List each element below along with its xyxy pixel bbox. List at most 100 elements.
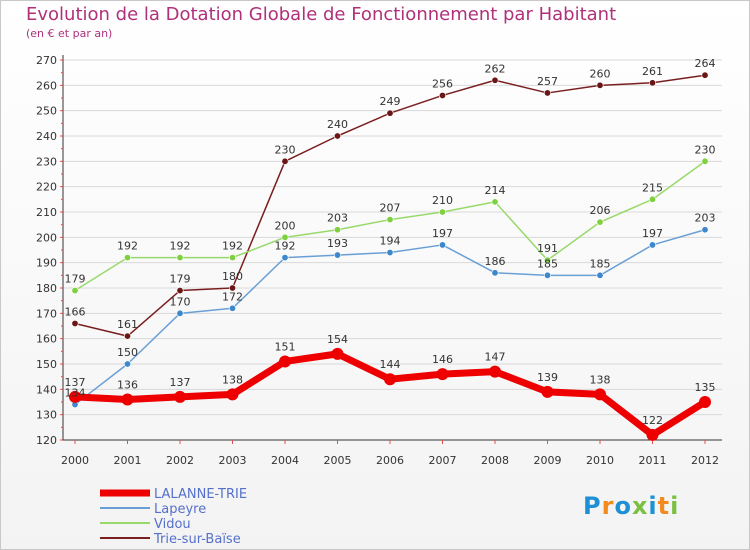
data-label-vidou: 192 [222,240,243,253]
data-label-lapeyre: 186 [485,255,506,268]
data-point-vidou [543,256,551,264]
data-label-lalanne-trie: 136 [117,378,138,391]
data-point-trie-sur-ba-se [124,332,132,340]
data-point-trie-sur-ba-se [438,91,446,99]
y-tick-label: 170 [36,307,57,320]
legend-label-lapeyre: Lapeyre [154,502,206,517]
data-label-lalanne-trie: 137 [65,376,86,389]
data-label-trie-sur-ba-se: 230 [275,143,296,156]
data-label-vidou: 230 [695,143,716,156]
data-label-vidou: 192 [117,240,138,253]
x-tick-label: 2002 [166,454,194,467]
data-label-vidou: 214 [485,184,506,197]
data-point-vidou [438,208,446,216]
data-point-lapeyre [701,226,709,234]
data-label-lapeyre: 203 [695,212,716,225]
x-tick-label: 2004 [271,454,299,467]
y-tick-label: 140 [36,383,57,396]
data-point-vidou [124,254,132,262]
data-label-lapeyre: 170 [170,295,191,308]
logo-letter: x [631,492,649,520]
legend-label-vidou: Vidou [154,517,191,532]
data-point-lalanne-trie [646,428,659,441]
data-point-vidou [386,216,394,224]
data-point-lalanne-trie [384,373,396,386]
y-tick-label: 160 [36,333,57,346]
data-point-lapeyre [386,249,394,257]
data-point-trie-sur-ba-se [701,71,709,79]
chart-subtitle: (en € et par an) [26,27,113,40]
data-label-vidou: 192 [170,240,191,253]
proxiti-logo: Proxiti [583,492,679,520]
data-label-vidou: 210 [432,194,453,207]
data-label-trie-sur-ba-se: 261 [642,65,663,78]
data-label-lapeyre: 193 [327,237,348,250]
logo-letter: i [648,492,658,520]
data-point-trie-sur-ba-se [543,89,551,97]
data-label-vidou: 203 [327,212,348,225]
data-point-lalanne-trie [699,396,711,408]
data-point-lapeyre [543,271,551,279]
data-point-lapeyre [438,241,446,249]
x-tick-label: 2000 [61,454,89,467]
data-label-vidou: 215 [642,181,663,194]
data-label-trie-sur-ba-se: 257 [537,75,558,88]
data-label-trie-sur-ba-se: 260 [590,67,611,80]
data-point-lalanne-trie [594,388,606,401]
data-label-lapeyre: 172 [222,290,243,303]
data-label-vidou: 200 [275,219,296,232]
data-label-lalanne-trie: 151 [275,340,296,353]
data-point-trie-sur-ba-se [386,109,394,117]
data-point-trie-sur-ba-se [333,132,341,140]
data-label-lalanne-trie: 122 [642,414,663,427]
y-tick-label: 200 [36,231,57,244]
data-label-lalanne-trie: 147 [485,351,506,364]
x-tick-label: 2006 [376,454,404,467]
y-tick-label: 220 [36,181,57,194]
data-label-lalanne-trie: 144 [380,358,401,371]
data-label-lapeyre: 134 [65,387,86,400]
logo-letter: r [601,492,615,520]
chart-title: Evolution de la Dotation Globale de Fonc… [26,4,617,25]
data-point-trie-sur-ba-se [648,79,656,87]
data-point-trie-sur-ba-se [596,81,604,89]
data-point-lapeyre [124,360,132,368]
y-tick-label: 250 [36,105,57,118]
data-label-trie-sur-ba-se: 249 [380,95,401,108]
data-label-trie-sur-ba-se: 166 [65,305,86,318]
data-label-trie-sur-ba-se: 264 [695,57,716,70]
data-point-lapeyre [281,254,289,262]
data-point-lapeyre [176,309,184,317]
data-label-lapeyre: 185 [537,257,558,270]
data-point-lalanne-trie [436,368,449,381]
data-label-trie-sur-ba-se: 256 [432,77,453,90]
logo-letter: P [583,492,602,520]
data-point-vidou [701,157,709,165]
data-label-lalanne-trie: 139 [537,371,558,384]
data-labels: 166 161 179 180 230 240 249 256 262 257 260 261 264 1… [65,57,716,427]
data-label-lapeyre: 192 [275,240,296,253]
legend-label-lalanne-trie: LALANNE-TRIE [154,487,247,502]
data-point-trie-sur-ba-se [491,76,499,84]
data-label-lalanne-trie: 138 [222,373,243,386]
data-point-vidou [229,254,237,262]
data-point-lalanne-trie [489,365,501,378]
data-point-lalanne-trie [541,385,554,398]
x-axis-ticks: 2000 2001 2002 2003 2004 2005 2006 2007 2008 2009… [61,440,719,467]
data-label-lapeyre: 194 [380,235,401,248]
data-point-lapeyre [648,241,656,249]
data-label-lalanne-trie: 138 [590,373,611,386]
logo-letter: t [657,492,671,520]
x-tick-label: 2007 [429,454,457,467]
data-point-lalanne-trie [331,347,344,360]
data-label-vidou: 191 [537,242,558,255]
data-point-trie-sur-ba-se [71,319,79,327]
data-label-lapeyre: 197 [642,227,663,240]
data-point-vidou [491,198,499,206]
data-point-lapeyre [333,251,341,259]
x-tick-label: 2003 [219,454,247,467]
y-axis-ticks: 120 130 140 150 160 170 180 190 200 210 220 230 240 2… [36,54,63,447]
y-tick-label: 120 [36,434,57,447]
